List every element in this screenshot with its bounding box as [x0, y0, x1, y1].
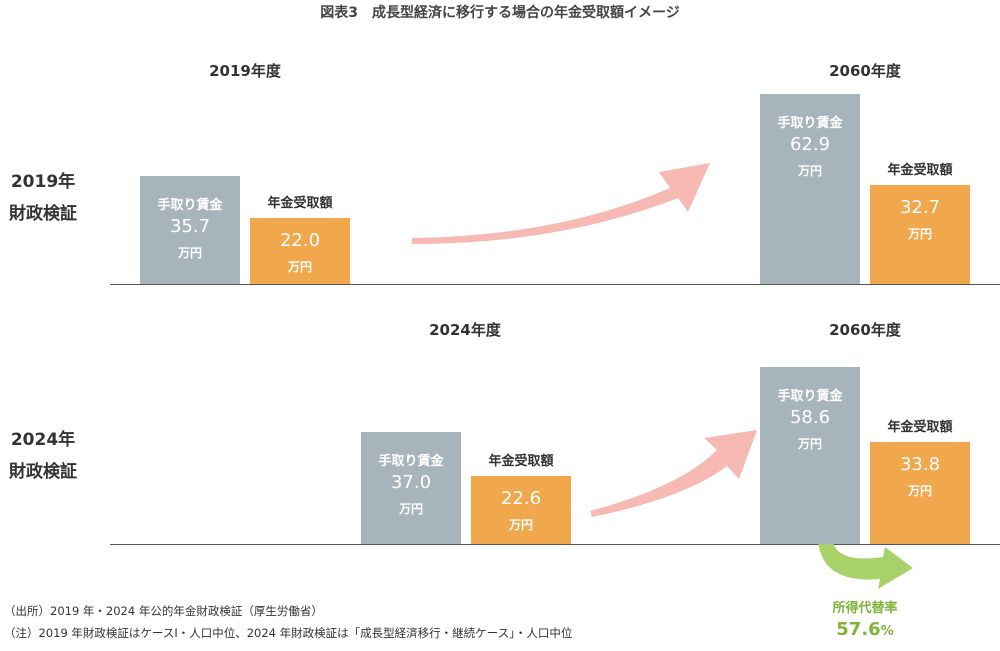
- pension-bar-unit: 万円: [287, 260, 312, 274]
- wage-bar-value: 35.7: [169, 216, 211, 237]
- wage-bar-unit: 万円: [797, 437, 822, 451]
- wage-bar-unit: 万円: [398, 502, 423, 516]
- wage-bar-value: 37.0: [390, 472, 432, 493]
- note-remark: （注）2019 年財政検証はケースⅠ・人口中位、2024 年財政検証は「成長型経…: [4, 626, 573, 640]
- year-label-2024: 2024年度: [429, 321, 501, 339]
- wage-bar-value: 58.6: [789, 407, 831, 428]
- pension-bar-p1-g0: 22.6 万円: [471, 476, 571, 544]
- pension-bar-value: 22.0: [279, 230, 321, 251]
- pension-bar-p0-g0: 22.0 万円: [250, 218, 350, 284]
- row-label-2019-line2: 財政検証: [9, 204, 77, 224]
- growth-arrow-bottom-icon: [590, 430, 757, 517]
- pension-bar-p0-g1: 32.7 万円: [870, 185, 970, 284]
- wage-bar-p1-g0: 手取り賃金 37.0 万円: [361, 432, 461, 544]
- pension-bar-name: 年金受取額: [488, 454, 554, 469]
- wage-bar-unit: 万円: [797, 164, 822, 178]
- baseline-top: [110, 284, 1000, 285]
- pension-bar-unit: 万円: [508, 518, 533, 532]
- replacement-rate-unit: %: [880, 624, 894, 639]
- year-label-2019: 2019年度: [209, 62, 281, 80]
- pension-bar-name: 年金受取額: [887, 420, 953, 435]
- row-label-2024-line1: 2024年: [10, 430, 76, 450]
- row-label-2019: 2019年 財政検証: [0, 166, 88, 230]
- row-label-2024: 2024年 財政検証: [0, 424, 88, 488]
- pension-bar-value: 32.7: [899, 197, 941, 218]
- chart-title: 図表3 成長型経済に移行する場合の年金受取額イメージ: [320, 5, 680, 21]
- pension-bar-value: 33.8: [899, 454, 941, 475]
- replacement-arrow-icon: [818, 538, 913, 589]
- pension-bar-unit: 万円: [907, 227, 932, 241]
- wage-bar-p0-g0: 手取り賃金 35.7 万円: [140, 176, 240, 284]
- replacement-rate-value: 57.6%: [805, 619, 925, 640]
- year-label-2060-bottom: 2060年度: [829, 321, 901, 339]
- row-label-2024-line2: 財政検証: [9, 462, 77, 482]
- wage-bar-p0-g1: 手取り賃金 62.9 万円: [760, 94, 860, 284]
- wage-bar-unit: 万円: [177, 246, 202, 260]
- wage-bar-name: 手取り賃金: [777, 116, 843, 131]
- note-source: （出所）2019 年・2024 年公的年金財政検証（厚生労働省）: [4, 604, 323, 618]
- growth-arrow-top-icon: [412, 163, 710, 244]
- pension-bar-unit: 万円: [907, 484, 932, 498]
- wage-bar-value: 62.9: [789, 134, 831, 155]
- wage-bar-p1-g1: 手取り賃金 58.6 万円: [760, 367, 860, 544]
- replacement-rate-number: 57.6: [836, 619, 881, 640]
- replacement-rate-label: 所得代替率: [832, 601, 898, 616]
- row-label-2019-line1: 2019年: [10, 172, 76, 192]
- year-label-2060-top: 2060年度: [829, 62, 901, 80]
- wage-bar-name: 手取り賃金: [777, 389, 843, 404]
- pension-bar-name: 年金受取額: [267, 196, 333, 211]
- pension-bar-p1-g1: 33.8 万円: [870, 442, 970, 544]
- pension-bar-name: 年金受取額: [887, 163, 953, 178]
- pension-bar-value: 22.6: [500, 488, 542, 509]
- wage-bar-name: 手取り賃金: [378, 454, 444, 469]
- wage-bar-name: 手取り賃金: [157, 198, 223, 213]
- baseline-bottom: [110, 544, 1000, 545]
